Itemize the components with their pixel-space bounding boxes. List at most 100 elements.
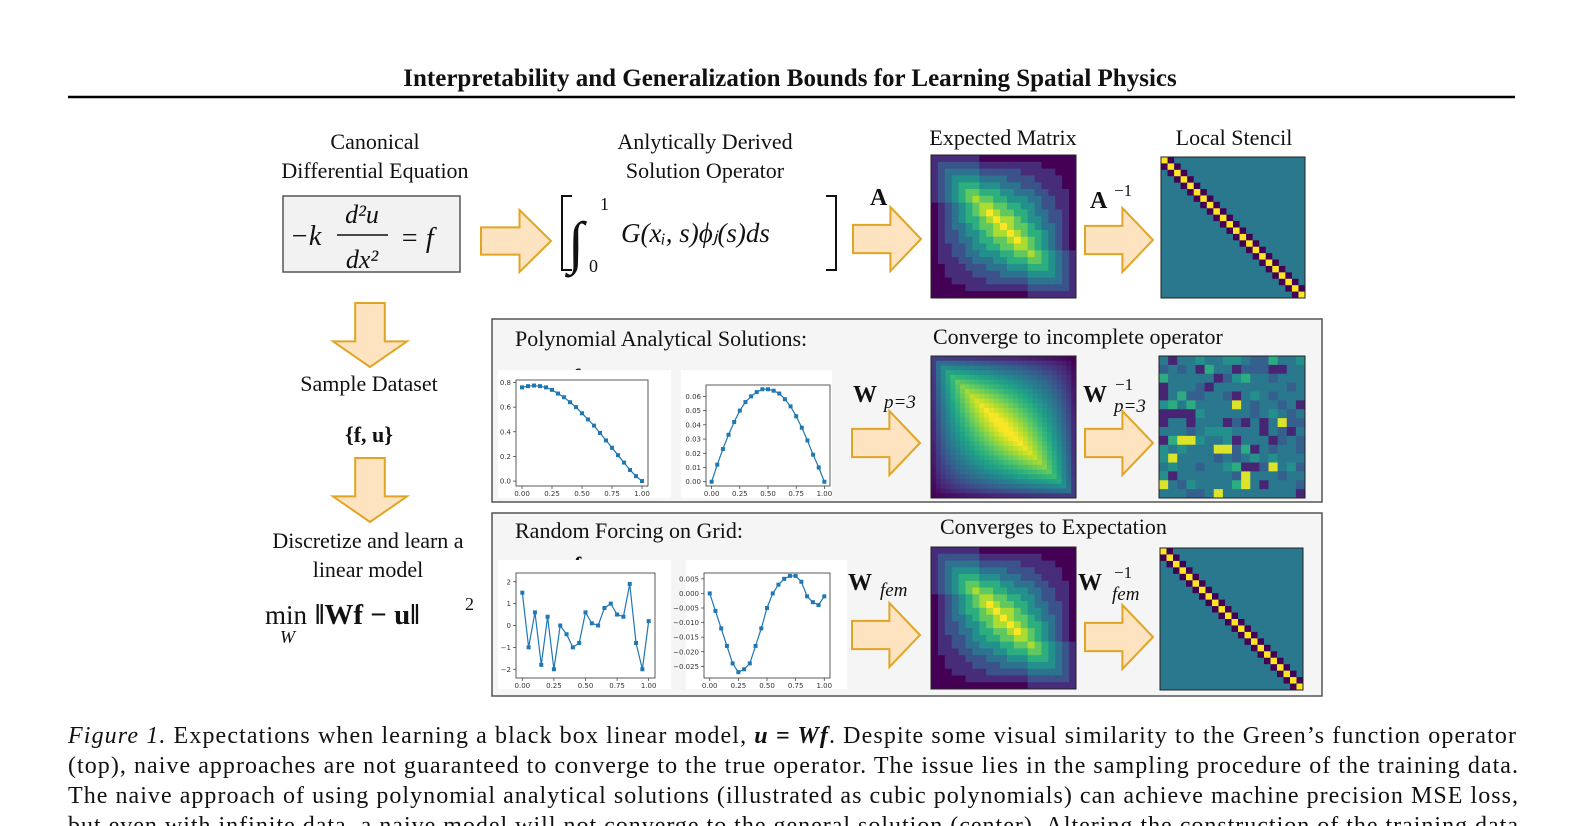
heatmap-cell bbox=[955, 422, 961, 428]
heatmap-cell bbox=[1268, 462, 1279, 472]
heatmap-cell bbox=[1020, 257, 1029, 265]
heatmap-cell bbox=[969, 374, 975, 381]
heatmap-cell bbox=[1013, 291, 1022, 299]
heatmap-cell bbox=[1193, 285, 1201, 292]
heatmap-cell bbox=[1003, 483, 1009, 489]
heatmap-cell bbox=[965, 161, 973, 170]
heatmap-cell bbox=[1241, 382, 1251, 392]
heatmap-cell bbox=[965, 270, 973, 278]
heatmap-cell bbox=[1246, 176, 1254, 184]
heatmap-cell bbox=[955, 370, 961, 376]
heatmap-cell bbox=[1160, 554, 1167, 562]
heatmap-cell bbox=[1020, 547, 1029, 555]
data-point bbox=[760, 387, 765, 392]
heatmap-cell bbox=[1161, 227, 1168, 235]
heatmap-cell bbox=[1048, 587, 1056, 595]
heatmap-cell bbox=[1200, 176, 1208, 184]
heatmap-cell bbox=[1020, 553, 1029, 561]
heatmap-cell bbox=[1257, 651, 1265, 659]
heatmap-cell bbox=[1061, 384, 1067, 390]
heatmap-cell bbox=[1192, 573, 1200, 581]
y-tick-label: −0.015 bbox=[673, 634, 699, 642]
heatmap-cell bbox=[979, 360, 985, 366]
heatmap-cell bbox=[935, 379, 942, 385]
heatmap-cell bbox=[1238, 651, 1245, 659]
heatmap-cell bbox=[1061, 374, 1067, 381]
heatmap-cell bbox=[1193, 272, 1201, 280]
heatmap-cell bbox=[1013, 365, 1019, 371]
heatmap-cell bbox=[1006, 547, 1015, 555]
heatmap-cell bbox=[989, 389, 995, 395]
heatmap-cell bbox=[1161, 189, 1168, 196]
heatmap-cell bbox=[1277, 444, 1288, 455]
heatmap-cell bbox=[1008, 379, 1014, 385]
heatmap-cell bbox=[955, 374, 961, 381]
heatmap-cell bbox=[937, 628, 946, 636]
heatmap-cell bbox=[950, 398, 956, 404]
heatmap-cell bbox=[1212, 625, 1219, 633]
heatmap-cell bbox=[1291, 259, 1299, 267]
heatmap-cell bbox=[1174, 195, 1182, 203]
heatmap-cell bbox=[1020, 594, 1029, 602]
heatmap-cell bbox=[993, 393, 1000, 399]
caption-line: The naive approach of using polynomial a… bbox=[68, 783, 1518, 809]
heatmap-cell bbox=[1205, 599, 1213, 607]
heatmap-cell bbox=[1173, 606, 1180, 613]
heatmap-cell bbox=[1265, 201, 1273, 209]
heatmap-cell bbox=[950, 445, 956, 452]
heatmap-cell bbox=[1013, 229, 1022, 238]
heatmap-cell bbox=[1020, 175, 1029, 183]
heatmap-cell bbox=[1041, 547, 1049, 555]
heatmap-cell bbox=[979, 469, 985, 475]
heatmap-cell bbox=[1037, 412, 1043, 418]
heatmap-cell bbox=[944, 607, 953, 616]
heatmap-cell bbox=[965, 168, 973, 176]
heatmap-cell bbox=[1055, 661, 1063, 670]
heatmap-cell bbox=[993, 403, 1000, 409]
heatmap-cell bbox=[1034, 182, 1042, 190]
heatmap-cell bbox=[1179, 567, 1187, 575]
heatmap-cell bbox=[1244, 644, 1252, 652]
heatmap-cell bbox=[1034, 250, 1042, 258]
heatmap-cell bbox=[1041, 601, 1049, 609]
heatmap-cell bbox=[998, 474, 1004, 480]
heatmap-cell bbox=[1231, 677, 1239, 684]
heatmap-cell bbox=[1008, 374, 1014, 381]
heatmap-cell bbox=[964, 393, 971, 399]
heatmap-cell bbox=[1264, 651, 1271, 659]
heatmap-cell bbox=[1013, 403, 1019, 409]
heatmap-cell bbox=[1283, 638, 1291, 646]
heatmap-cell bbox=[1192, 586, 1200, 594]
data-point bbox=[707, 591, 712, 596]
heatmap-cell bbox=[964, 483, 971, 489]
heatmap-cell bbox=[1213, 163, 1221, 171]
heatmap-cell bbox=[944, 250, 953, 258]
heatmap-cell bbox=[1062, 607, 1070, 616]
heatmap-cell bbox=[960, 474, 966, 480]
heatmap-cell bbox=[1027, 574, 1035, 582]
heatmap-cell bbox=[1041, 229, 1049, 238]
heatmap-cell bbox=[944, 155, 953, 163]
heatmap-cell bbox=[944, 189, 953, 197]
heatmap-cell bbox=[974, 403, 980, 409]
heatmap-cell bbox=[1239, 233, 1247, 241]
heatmap-cell bbox=[1167, 285, 1175, 292]
heatmap-cell bbox=[1259, 285, 1267, 292]
label: W bbox=[280, 627, 297, 647]
heatmap-cell bbox=[1233, 176, 1240, 184]
heatmap-cell bbox=[1042, 356, 1048, 362]
data-point bbox=[787, 573, 792, 578]
heatmap-cell bbox=[986, 594, 994, 602]
heatmap-cell bbox=[974, 384, 980, 390]
heatmap-cell bbox=[945, 493, 951, 499]
heatmap-cell bbox=[1180, 169, 1188, 177]
heatmap-cell bbox=[1206, 163, 1214, 171]
heatmap-cell bbox=[1177, 364, 1187, 375]
heatmap-cell bbox=[1034, 189, 1042, 197]
heatmap-cell bbox=[1186, 573, 1193, 581]
heatmap-cell bbox=[986, 614, 994, 622]
heatmap-cell bbox=[1186, 356, 1196, 366]
heatmap-cell bbox=[1069, 189, 1077, 197]
heatmap-cell bbox=[1160, 606, 1167, 613]
heatmap-cell bbox=[1051, 431, 1058, 437]
